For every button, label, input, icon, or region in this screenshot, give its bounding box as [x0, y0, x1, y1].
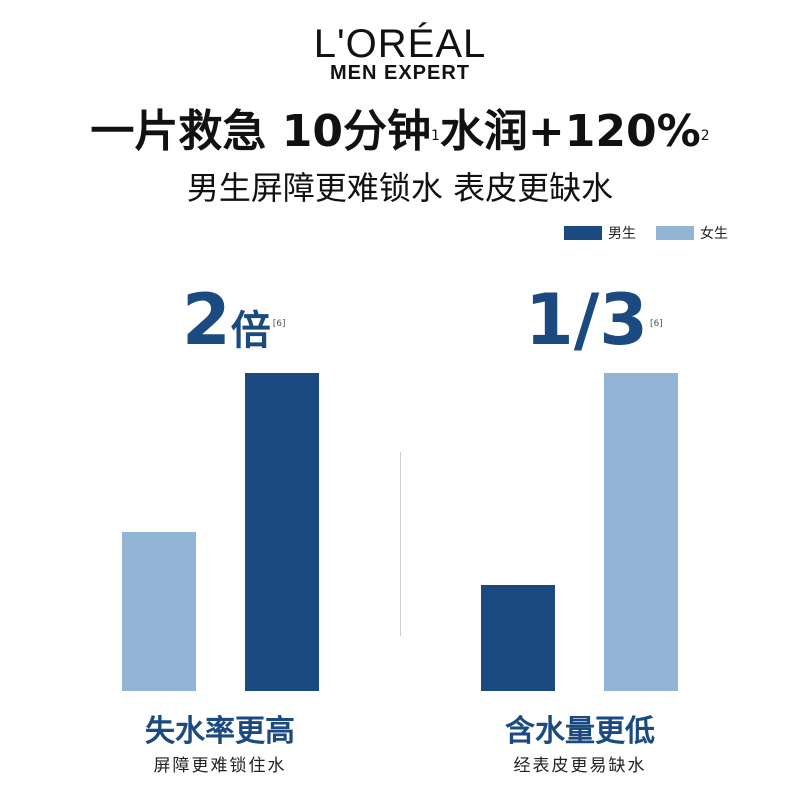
chart-2-reference: [6]: [649, 319, 663, 329]
legend-swatch-male: [564, 226, 602, 240]
chart-1-title-number: 2: [182, 279, 231, 361]
brand-subline: MEN EXPERT: [329, 62, 471, 84]
headline-footnote-1: 1: [430, 128, 440, 144]
legend-item-male: 男生: [564, 223, 636, 243]
chart-1-reference: [6]: [272, 319, 286, 329]
headline-part1: 一片救急 10分钟: [90, 106, 431, 157]
legend-item-female: 女生: [656, 223, 728, 243]
chart-1-bar-1: [122, 532, 196, 691]
chart-2-sub-caption: 经表皮更易缺水: [513, 756, 647, 776]
brand-name: L'ORÉAL: [313, 22, 487, 66]
chart-1-sub-caption: 屏障更难锁住水: [153, 756, 287, 776]
chart-1-title-unit: 倍: [230, 308, 271, 354]
chart-1-title: 2倍 [6]: [182, 282, 285, 369]
chart-2-caption: 含水量更低: [505, 714, 655, 749]
chart-legend: 男生 女生: [564, 223, 728, 243]
headline-part2: 水润+120%: [439, 106, 701, 157]
headline: 一片救急 10分钟1水润+120%2: [0, 104, 800, 160]
chart-1-bar-2: [245, 373, 319, 691]
subheadline: 男生屏障更难锁水 表皮更缺水: [186, 169, 614, 207]
chart-divider: [400, 452, 401, 636]
chart-2-bar-2: [604, 373, 678, 691]
chart-2-title-value: 1/3: [525, 279, 648, 361]
chart-2-title: 1/3 [6]: [525, 282, 663, 358]
legend-label-male: 男生: [608, 226, 636, 242]
chart-1-caption: 失水率更高: [145, 714, 295, 749]
headline-footnote-2: 2: [700, 128, 710, 144]
chart-2-bar-1: [481, 585, 555, 691]
legend-swatch-female: [656, 226, 694, 240]
legend-label-female: 女生: [700, 226, 728, 242]
brand-logo: L'ORÉAL: [0, 22, 800, 66]
